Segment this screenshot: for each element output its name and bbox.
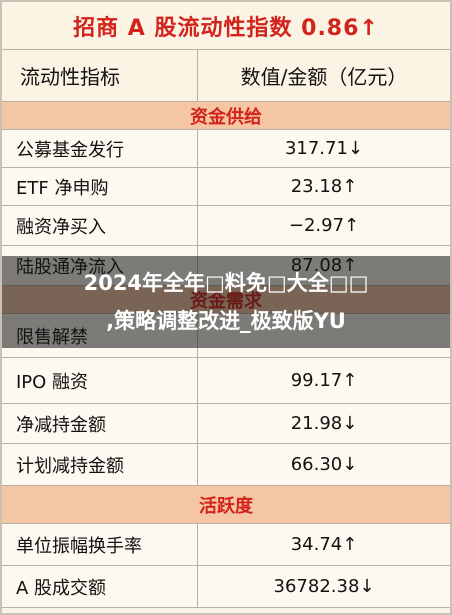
banner-line: 2024年全年□料免□大全□□ [83,271,369,295]
metric-value: 23.18↑ [290,176,358,197]
metric-label: 融资净买入 [2,206,198,245]
metric-value: 21.98↓ [290,413,358,434]
data-row: 计划减持金额 66.30↓ [2,444,450,486]
section-row: 资金供给 [2,102,450,130]
metric-label: 单位振幅换手率 [2,524,198,565]
metric-value: 99.17↑ [290,370,358,391]
data-row: 单位振幅换手率 34.74↑ [2,524,450,566]
metric-value: 34.74↑ [290,534,358,555]
data-row: 净减持金额 21.98↓ [2,404,450,444]
metric-label: 净减持金额 [2,404,198,443]
title-row: 招商 A 股流动性指数 0.86↑ [2,2,450,50]
header-cell: 流动性指标 [2,50,198,101]
watermark-banner: 2024年全年□料免□大全□□ ,策略调整改进_极致版YU [2,256,450,348]
data-row: 融资净买入 −2.97↑ [2,206,450,246]
metric-label: A 股成交额 [2,566,198,607]
metric-label: ETF 净申购 [2,168,198,205]
data-row: A 股成交额 36782.38↓ [2,566,450,608]
data-row: ETF 净申购 23.18↑ [2,168,450,206]
metric-value: 36782.38↓ [273,576,375,597]
metric-label: IPO 融资 [2,358,198,403]
metric-value: 66.30↓ [290,454,358,475]
data-row: 公募基金发行 317.71↓ [2,130,450,168]
metric-label: 计划减持金额 [2,444,198,485]
header-row: 流动性指标 数值/金额（亿元） [2,50,450,102]
banner-line: ,策略调整改进_极致版YU [106,309,346,333]
header-cell: 数值/金额（亿元） [240,65,408,89]
section-row: 活跃度 [2,486,450,524]
metric-value: −2.97↑ [288,215,360,236]
metric-label: 公募基金发行 [2,130,198,167]
data-row: IPO 融资 99.17↑ [2,358,450,404]
metric-value: 317.71↓ [284,138,364,159]
